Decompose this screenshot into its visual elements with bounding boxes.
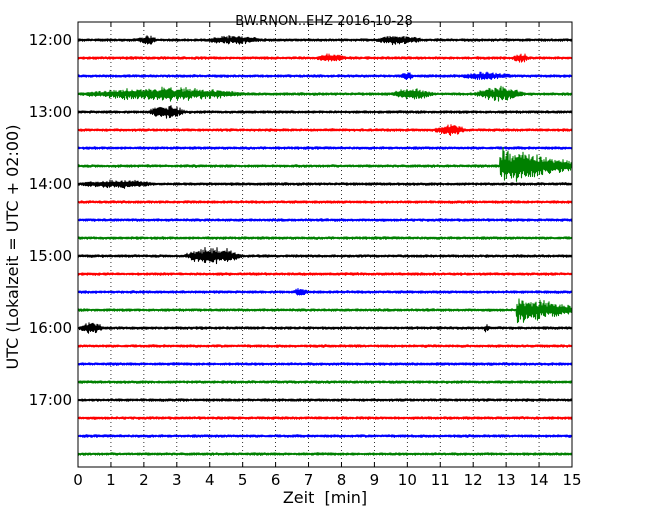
- seismic-trace: [77, 434, 573, 438]
- x-tick-label: 2: [139, 471, 149, 489]
- x-tick-label: 0: [73, 471, 83, 489]
- y-tick-label: 14:00: [29, 175, 72, 193]
- seismic-trace: [77, 247, 573, 265]
- trace-lines: [77, 35, 573, 456]
- x-tick-label: 10: [398, 471, 417, 489]
- y-tick-label: 15:00: [29, 247, 72, 265]
- x-tick-label: 13: [497, 471, 516, 489]
- seismic-trace: [77, 71, 573, 81]
- seismic-trace: [77, 105, 573, 119]
- x-tick-label: 5: [238, 471, 248, 489]
- x-axis-label: Zeit [min]: [283, 488, 367, 507]
- x-tick-label: 9: [370, 471, 380, 489]
- x-tick-labels: 0 1 2 3 4 5 6 7 8 9 10 11 12 13 14 15: [73, 471, 581, 489]
- x-tick-label: 12: [464, 471, 483, 489]
- x-tick-label: 14: [530, 471, 549, 489]
- x-tick-label: 11: [431, 471, 450, 489]
- seismic-trace: [77, 146, 573, 150]
- x-tick-label: 6: [271, 471, 281, 489]
- seismic-trace: [77, 298, 573, 324]
- seismic-trace: [77, 218, 573, 222]
- y-tick-label: 13:00: [29, 103, 72, 121]
- seismic-trace: [77, 416, 573, 420]
- y-tick-label: 16:00: [29, 319, 72, 337]
- x-tick-label: 7: [304, 471, 314, 489]
- seismic-trace: [77, 272, 573, 276]
- y-tick-label: 17:00: [29, 391, 72, 409]
- seismic-trace: [77, 398, 573, 402]
- seismic-trace: [77, 236, 573, 240]
- seismic-trace: [77, 35, 573, 46]
- seismic-trace: [77, 146, 573, 182]
- y-tick-label: 12:00: [29, 31, 72, 49]
- plot-frame: [77, 21, 573, 468]
- seismic-trace: [77, 380, 573, 384]
- x-tick-label: 1: [106, 471, 116, 489]
- seismic-trace: [77, 200, 573, 204]
- seismic-trace: [77, 344, 573, 348]
- x-tick-label: 8: [337, 471, 347, 489]
- seismic-trace: [77, 53, 573, 63]
- seismic-trace: [77, 124, 573, 137]
- seismic-trace: [77, 179, 573, 189]
- axis-ticks: [77, 22, 573, 467]
- seismic-trace: [77, 322, 573, 334]
- y-tick-labels: 12:00 13:00 14:00 15:00 16:00 17:00: [29, 31, 72, 409]
- seismic-trace: [77, 85, 573, 102]
- seismic-trace: [77, 288, 573, 296]
- seismic-trace: [77, 362, 573, 366]
- x-tick-label: 3: [172, 471, 182, 489]
- x-tick-label: 15: [562, 471, 581, 489]
- seismic-trace: [77, 452, 573, 456]
- y-axis-label: UTC (Lokalzeit = UTC + 02:00): [3, 125, 22, 370]
- x-tick-label: 4: [205, 471, 215, 489]
